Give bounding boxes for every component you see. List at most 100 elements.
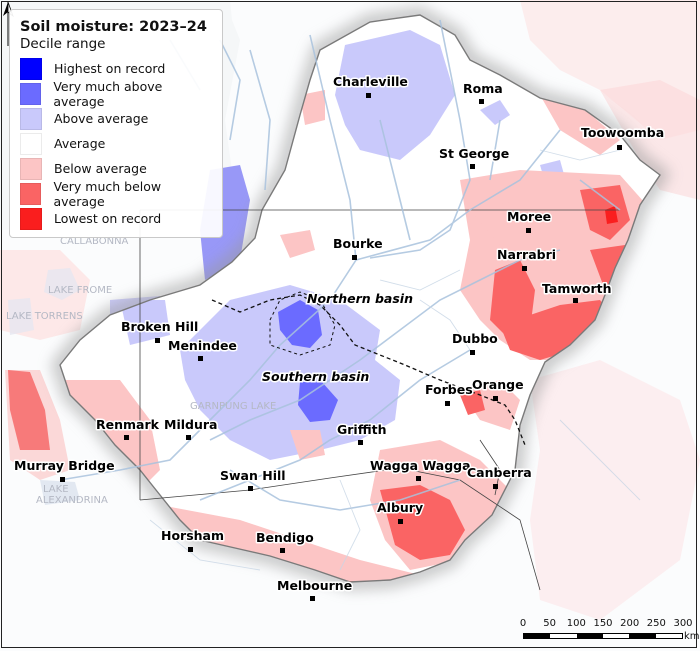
legend-list: Highest on record Very much above average…	[20, 56, 212, 231]
legend-item-label: Average	[54, 136, 106, 151]
label-forbes: Forbes	[425, 382, 473, 397]
town-toowoomba-marker	[617, 145, 622, 150]
town-renmark-marker	[124, 435, 129, 440]
label-horsham: Horsham	[161, 528, 224, 543]
legend-swatch	[20, 182, 42, 205]
legend-item: Lowest on record	[20, 206, 212, 231]
label-lake: LAKE	[43, 484, 69, 495]
label-wagga-wagga: Wagga Wagga	[370, 458, 471, 473]
label-bendigo: Bendigo	[256, 530, 314, 545]
town-roma-marker	[479, 99, 484, 104]
legend-item-label: Below average	[54, 161, 147, 176]
label-bourke: Bourke	[333, 236, 383, 251]
town-mildura-marker	[186, 435, 191, 440]
scale-ticks: 0 50 100 150 200 250 300	[519, 618, 693, 630]
label-menindee: Menindee	[168, 338, 237, 353]
label-dubbo: Dubbo	[452, 331, 498, 346]
scale-tick-label: 100	[566, 618, 586, 629]
label-melbourne: Melbourne	[277, 578, 352, 593]
town-dubbo-marker	[470, 350, 475, 355]
town-albury-marker	[398, 519, 403, 524]
label-canberra: Canberra	[467, 465, 532, 480]
label-griffith: Griffith	[337, 422, 387, 437]
town-wagga-wagga-marker	[416, 476, 421, 481]
scale-tick-label: 0	[519, 618, 527, 629]
legend-subtitle: Decile range	[20, 36, 106, 52]
legend-title: Soil moisture: 2023–24	[20, 19, 207, 35]
scale-bar: 0 50 100 150 200 250 300 km	[519, 618, 700, 646]
town-moree-marker	[526, 228, 531, 233]
basin-boundary	[59, 14, 661, 583]
label-murray-bridge: Murray Bridge	[14, 458, 115, 473]
label-renmark: Renmark	[96, 417, 160, 432]
town-bourke-marker	[352, 255, 357, 260]
legend-panel: Soil moisture: 2023–24 Decile range High…	[9, 9, 223, 238]
legend-item-label: Above average	[54, 111, 149, 126]
legend-swatch	[20, 57, 42, 80]
town-canberra-marker	[493, 484, 498, 489]
label-alexandrina: ALEXANDRINA	[36, 495, 108, 506]
label-garnpung-lake: GARNPUNG LAKE	[190, 401, 276, 412]
label-moree: Moree	[507, 209, 551, 224]
legend-item: Below average	[20, 156, 212, 181]
minor-rivers	[149, 149, 641, 571]
town-griffith-marker	[358, 440, 363, 445]
town-markers	[60, 93, 622, 601]
legend-swatch	[20, 82, 42, 105]
lake-torrens-shape	[8, 298, 34, 335]
label-orange: Orange	[472, 377, 524, 392]
legend-item: Very much below average	[20, 178, 212, 209]
town-broken-hill-marker	[155, 338, 160, 343]
rivers	[59, 19, 621, 511]
scale-unit: km	[684, 631, 700, 642]
label-callabonna: CALLABONNA	[60, 236, 129, 247]
scale-tick-label: 50	[543, 618, 557, 629]
town-orange-marker	[493, 396, 498, 401]
legend-item: Highest on record	[20, 56, 212, 81]
legend-item-label: Highest on record	[54, 61, 166, 76]
scale-tick-label: 150	[593, 618, 613, 629]
town-swan-hill-marker	[248, 486, 253, 491]
label-albury: Albury	[377, 500, 423, 515]
legend-swatch	[20, 107, 42, 130]
legend-item-label: Very much above average	[53, 78, 163, 109]
town-menindee-marker	[198, 356, 203, 361]
legend-item: Above average	[20, 106, 212, 131]
legend-item: Average	[20, 131, 212, 156]
scale-tick-label: 300	[673, 618, 693, 629]
scale-tick-label: 200	[620, 618, 640, 629]
label-lake-torrens: LAKE TORRENS	[6, 311, 83, 322]
town-bendigo-marker	[280, 548, 285, 553]
label-toowoomba: Toowoomba	[581, 125, 664, 140]
town-tamworth-marker	[573, 298, 578, 303]
town-horsham-marker	[188, 547, 193, 552]
town-forbes-marker	[445, 401, 450, 406]
town-st-george-marker	[470, 164, 475, 169]
town-melbourne-marker	[310, 596, 315, 601]
label-st-george: St George	[439, 146, 509, 161]
legend-swatch	[20, 157, 42, 180]
scale-bar-graphic	[523, 633, 683, 639]
label-swan-hill: Swan Hill	[220, 468, 286, 483]
label-tamworth: Tamworth	[542, 281, 612, 296]
label-mildura: Mildura	[164, 417, 217, 432]
label-broken-hill: Broken Hill	[121, 319, 198, 334]
town-narrabri-marker	[522, 266, 527, 271]
label-southern-basin: Southern basin	[262, 369, 369, 384]
lake-alexandrina-shape	[40, 480, 80, 505]
label-charleville: Charleville	[333, 74, 408, 89]
legend-item: Very much above average	[20, 78, 212, 109]
legend-swatch	[20, 207, 42, 230]
lake-frome-shape	[44, 268, 80, 300]
legend-item-label: Very much below average	[53, 178, 162, 209]
town-charleville-marker	[366, 93, 371, 98]
town-murray-bridge-marker	[60, 477, 65, 482]
basin-divide	[211, 294, 526, 446]
scale-tick-label: 250	[646, 618, 666, 629]
label-narrabri: Narrabri	[497, 247, 556, 262]
legend-item-label: Lowest on record	[54, 211, 162, 226]
legend-swatch	[20, 132, 42, 155]
label-lake-frome: LAKE FROME	[48, 285, 112, 296]
label-northern-basin: Northern basin	[307, 291, 413, 306]
